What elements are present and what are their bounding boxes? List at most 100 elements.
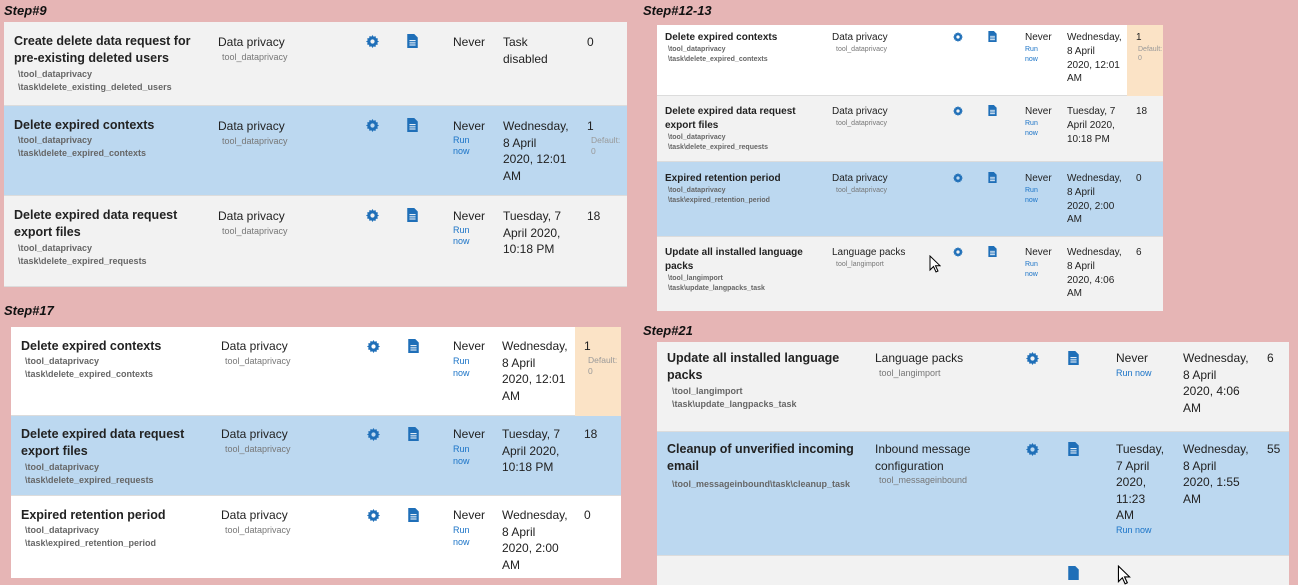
last-run: Tuesday, 7 April 2020, 11:23 AM Run now xyxy=(1116,442,1165,535)
document-icon[interactable] xyxy=(988,31,997,42)
task-name: Cleanup of unverified incoming email xyxy=(667,442,854,474)
fail-delay-warning xyxy=(575,327,621,416)
run-now-link[interactable]: Run now xyxy=(453,355,470,379)
step-label-9: Step#9 xyxy=(4,3,47,18)
next-run: Wednesday, 8 April 2020, 12:01 AM xyxy=(502,339,568,403)
gear-icon[interactable] xyxy=(953,106,963,116)
table-row: Update all installed language packs \tool… xyxy=(657,342,1289,432)
gear-icon[interactable] xyxy=(1026,352,1039,365)
run-now-link[interactable]: Run now xyxy=(453,224,470,247)
document-icon[interactable] xyxy=(988,172,997,183)
fail-delay: 1 Default: 0 xyxy=(587,119,621,157)
fail-delay: 0 xyxy=(584,508,591,522)
table-row: Create delete data request for pre-existi… xyxy=(4,22,627,106)
table-row: Delete expired contexts \tool_dataprivac… xyxy=(657,25,1163,96)
document-icon[interactable] xyxy=(988,246,997,257)
next-run: Wednesday, 8 April 2020, 12:01 AM xyxy=(503,119,569,183)
task-name: Expired retention period xyxy=(21,508,166,522)
document-icon[interactable] xyxy=(408,339,419,353)
task-name: Delete expired contexts xyxy=(665,32,778,43)
table-row: Delete expired contexts \tool_dataprivac… xyxy=(11,327,621,416)
next-run: Wednesday, 8 April 2020, 1:55 AM xyxy=(1183,442,1249,506)
task-classname: \tool_dataprivacy \task\expired_retention… xyxy=(25,525,157,549)
last-run: Never Run now xyxy=(1025,105,1052,140)
task-classname: \tool_langimport \task\update_langpacks_t… xyxy=(672,386,797,410)
gear-icon[interactable] xyxy=(366,209,379,222)
table-row: Delete expired contexts \tool_dataprivac… xyxy=(4,106,627,196)
gear-icon[interactable] xyxy=(1026,443,1039,456)
next-run: Wednesday, 8 April 2020, 4:06 AM xyxy=(1183,351,1249,415)
document-icon[interactable] xyxy=(407,208,418,222)
document-icon[interactable] xyxy=(988,105,997,116)
task-component: Data privacy tool_dataprivacy xyxy=(218,119,288,146)
next-run: Task disabled xyxy=(503,35,548,66)
table-row: Cleanup of unverified incoming email \too… xyxy=(657,432,1289,556)
run-now-link[interactable]: Run now xyxy=(1116,524,1152,535)
last-run: Never Run now xyxy=(1116,351,1152,378)
run-now-link[interactable]: Run now xyxy=(453,443,470,467)
step-label-12-13: Step#12-13 xyxy=(643,3,712,18)
table-row: Delete expired data request export files … xyxy=(11,416,621,496)
table-row: Delete expired data request export files … xyxy=(657,96,1163,162)
last-run: Never Run now xyxy=(453,119,486,157)
task-component: Inbound message configuration tool_messa… xyxy=(875,442,971,486)
task-classname: \tool_dataprivacy \task\delete_expired_co… xyxy=(18,135,147,159)
gear-icon[interactable] xyxy=(953,32,963,42)
fail-delay: 0 xyxy=(587,35,594,49)
task-name: Delete expired contexts xyxy=(21,339,162,353)
gear-icon[interactable] xyxy=(953,173,963,183)
gear-icon[interactable] xyxy=(366,35,379,48)
task-component: Data privacy tool_dataprivacy xyxy=(221,508,291,535)
task-classname: \tool_dataprivacy \task\delete_expired_re… xyxy=(18,243,147,267)
fail-delay: 6 xyxy=(1136,247,1142,258)
task-classname: \tool_dataprivacy \task\delete_expired_co… xyxy=(668,46,768,64)
document-icon[interactable] xyxy=(1068,351,1079,365)
fail-delay: 1 Default: 0 xyxy=(1136,32,1163,63)
document-icon[interactable] xyxy=(408,508,419,522)
task-classname: \tool_dataprivacy \task\delete_expired_re… xyxy=(25,462,154,486)
gear-icon[interactable] xyxy=(367,340,380,353)
fail-delay: 18 xyxy=(587,209,601,223)
table-row: Expired retention period \tool_datapriva… xyxy=(11,496,621,578)
run-now-link[interactable]: Run now xyxy=(1116,367,1152,378)
run-now-link[interactable]: Run now xyxy=(1025,260,1038,279)
run-now-link[interactable]: Run now xyxy=(1025,186,1038,205)
document-icon[interactable] xyxy=(407,34,418,48)
run-now-link[interactable]: Run now xyxy=(1025,119,1038,138)
fail-delay: 0 xyxy=(1136,173,1142,184)
last-run: Never Run now xyxy=(1025,246,1052,281)
next-run: Tuesday, 7 April 2020, 10:18 PM xyxy=(503,209,562,257)
document-icon[interactable] xyxy=(407,118,418,132)
fail-delay: 6 xyxy=(1267,351,1274,365)
task-classname: \tool_dataprivacy \task\delete_existing_d… xyxy=(18,69,172,93)
step21-task-table: Update all installed language packs \tool… xyxy=(657,342,1289,585)
gear-icon[interactable] xyxy=(953,247,963,257)
run-now-link[interactable]: Run now xyxy=(453,524,470,548)
mouse-pointer-icon xyxy=(1117,565,1131,585)
step-label-21: Step#21 xyxy=(643,323,693,338)
gear-icon[interactable] xyxy=(367,428,380,441)
document-icon[interactable] xyxy=(1068,566,1079,580)
task-component: Language packs tool_langimport xyxy=(832,247,906,268)
task-name: Create delete data request for pre-existi… xyxy=(14,34,191,66)
task-component: Language packs tool_langimport xyxy=(875,351,964,378)
task-component: Data privacy tool_dataprivacy xyxy=(218,209,288,236)
last-run: Never Run now xyxy=(453,508,486,548)
run-now-link[interactable]: Run now xyxy=(453,134,470,157)
gear-icon[interactable] xyxy=(366,119,379,132)
table-row: Expired retention period \tool_datapriva… xyxy=(657,162,1163,237)
last-run: Never xyxy=(453,35,486,49)
task-component: Data privacy tool_dataprivacy xyxy=(221,427,291,454)
task-name: Expired retention period xyxy=(665,173,781,184)
fail-delay: 55 xyxy=(1267,442,1281,456)
next-run: Wednesday, 8 April 2020, 2:00 AM xyxy=(502,508,568,572)
next-run: Wednesday, 8 April 2020, 4:06 AM xyxy=(1067,247,1122,300)
mouse-pointer-icon xyxy=(929,255,941,273)
task-name: Update all installed language packs xyxy=(667,351,840,383)
document-icon[interactable] xyxy=(1068,442,1079,456)
fail-delay: 1 Default: 0 xyxy=(584,339,618,377)
task-component: Data privacy tool_dataprivacy xyxy=(832,173,888,194)
gear-icon[interactable] xyxy=(367,509,380,522)
run-now-link[interactable]: Run now xyxy=(1025,45,1038,64)
document-icon[interactable] xyxy=(408,427,419,441)
